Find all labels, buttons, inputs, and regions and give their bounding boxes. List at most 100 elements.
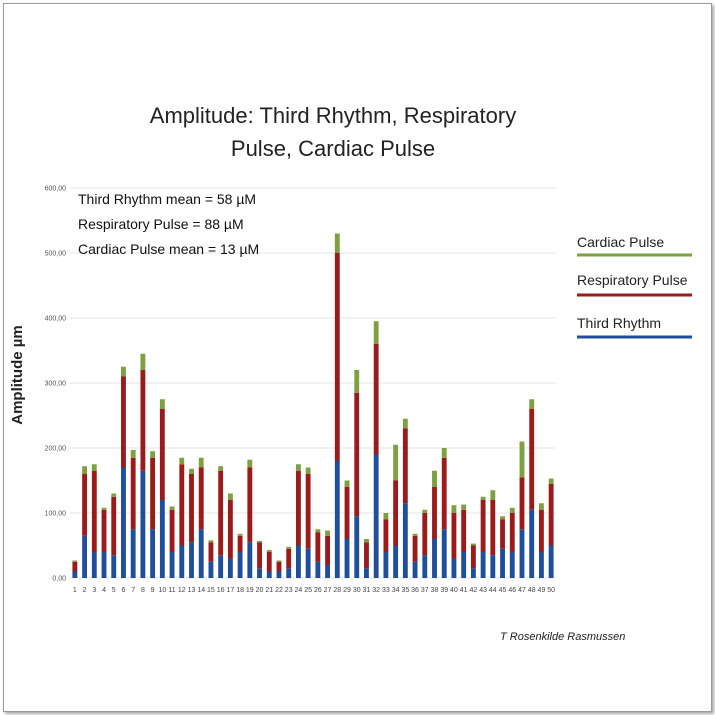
x-tick-label: 32: [372, 587, 380, 594]
y-axis-label: Amplitude µm: [9, 325, 26, 424]
bar-segment-third-rhythm-8: [140, 470, 146, 578]
bar-segment-respiratory-pulse-43: [480, 500, 486, 552]
bar-segment-third-rhythm-29: [344, 539, 350, 578]
bar-segment-cardiac-pulse-42: [470, 543, 476, 546]
x-tick-label: 40: [450, 587, 458, 594]
bar-segment-respiratory-pulse-23: [286, 548, 292, 569]
bar-segment-third-rhythm-17: [227, 558, 233, 578]
bar-segment-cardiac-pulse-27: [325, 530, 331, 536]
legend: Cardiac Pulse Respiratory Pulse Third Rh…: [577, 234, 692, 339]
bar-segment-cardiac-pulse-36: [412, 533, 418, 536]
bar-segment-respiratory-pulse-22: [276, 561, 282, 572]
y-tick-label: 100,00: [45, 511, 67, 518]
y-tick-labels: 0,00 100,00 200,00 300,00 400,00 500,00 600,00: [45, 186, 67, 583]
bar-segment-third-rhythm-22: [276, 571, 282, 578]
bar-segment-cardiac-pulse-32: [373, 321, 379, 344]
bar-segment-respiratory-pulse-47: [519, 477, 525, 530]
bar-segment-third-rhythm-4: [101, 552, 107, 578]
bar-segment-cardiac-pulse-34: [393, 444, 399, 481]
bar-segment-third-rhythm-44: [490, 555, 496, 578]
bar-segment-third-rhythm-24: [295, 545, 301, 578]
bar-segment-third-rhythm-34: [393, 545, 399, 578]
bar-segment-cardiac-pulse-44: [490, 490, 496, 500]
bar-segment-respiratory-pulse-36: [412, 535, 418, 562]
bar-stacks: [72, 233, 554, 578]
bar-segment-cardiac-pulse-29: [344, 480, 350, 487]
bar-segment-cardiac-pulse-33: [383, 513, 389, 520]
x-tick-label: 44: [489, 587, 497, 594]
bar-segment-cardiac-pulse-21: [266, 550, 272, 552]
bar-segment-respiratory-pulse-7: [130, 457, 136, 530]
x-tick-label: 22: [275, 587, 283, 594]
x-tick-label: 19: [246, 587, 254, 594]
x-tick-label: 46: [508, 587, 516, 594]
bar-segment-respiratory-pulse-40: [451, 513, 457, 559]
bar-segment-third-rhythm-48: [529, 509, 535, 578]
bar-segment-respiratory-pulse-38: [432, 487, 437, 539]
bar-segment-cardiac-pulse-30: [354, 370, 360, 393]
bar-segment-third-rhythm-43: [480, 552, 486, 578]
bar-segment-third-rhythm-45: [500, 548, 505, 578]
bar-segment-respiratory-pulse-5: [111, 496, 117, 556]
bar-segment-respiratory-pulse-37: [422, 513, 428, 556]
bar-segment-respiratory-pulse-2: [82, 474, 88, 536]
x-tick-label: 25: [304, 587, 312, 594]
x-tick-label: 28: [333, 587, 341, 594]
bar-segment-respiratory-pulse-46: [509, 513, 515, 552]
bar-segment-cardiac-pulse-4: [101, 507, 107, 510]
x-tick-label: 39: [440, 587, 448, 594]
bar-segment-cardiac-pulse-22: [276, 560, 282, 562]
x-tick-label: 36: [411, 587, 419, 594]
bar-segment-cardiac-pulse-39: [441, 448, 447, 458]
bar-segment-third-rhythm-5: [111, 555, 117, 578]
bar-segment-respiratory-pulse-9: [150, 457, 156, 530]
bar-segment-cardiac-pulse-49: [538, 503, 544, 510]
bar-segment-third-rhythm-2: [82, 535, 88, 578]
bar-segment-third-rhythm-19: [247, 542, 253, 578]
bar-segment-cardiac-pulse-14: [198, 457, 204, 468]
bar-segment-respiratory-pulse-50: [548, 483, 554, 546]
bar-segment-cardiac-pulse-16: [218, 466, 224, 471]
bar-segment-cardiac-pulse-35: [402, 418, 408, 429]
bar-segment-cardiac-pulse-24: [295, 464, 301, 471]
bar-segment-respiratory-pulse-26: [315, 532, 321, 562]
x-tick-label: 13: [188, 587, 196, 594]
x-tick-label: 33: [382, 587, 390, 594]
y-tick-label: 600,00: [45, 186, 67, 193]
x-tick-label: 4: [102, 587, 106, 594]
bar-segment-cardiac-pulse-19: [247, 459, 253, 468]
x-tick-label: 37: [421, 587, 429, 594]
x-tick-label: 15: [207, 587, 215, 594]
bar-segment-third-rhythm-9: [150, 529, 156, 578]
bar-segment-cardiac-pulse-12: [179, 457, 185, 465]
bar-segment-respiratory-pulse-4: [101, 509, 107, 552]
bar-segment-cardiac-pulse-8: [140, 353, 146, 370]
x-tick-label: 20: [256, 587, 264, 594]
bar-segment-cardiac-pulse-40: [451, 505, 457, 513]
bar-segment-cardiac-pulse-2: [82, 466, 88, 474]
bar-segment-cardiac-pulse-6: [121, 366, 126, 377]
legend-label-cardiac-pulse: Cardiac Pulse: [577, 234, 664, 250]
x-tick-label: 24: [295, 587, 303, 594]
bar-segment-respiratory-pulse-13: [189, 474, 194, 543]
bar-segment-third-rhythm-18: [237, 552, 243, 578]
bar-segment-third-rhythm-20: [257, 568, 262, 578]
bar-segment-respiratory-pulse-17: [227, 500, 233, 559]
bar-segment-third-rhythm-12: [179, 545, 185, 578]
bar-segment-cardiac-pulse-45: [500, 516, 505, 520]
x-tick-label: 8: [141, 587, 145, 594]
bar-segment-third-rhythm-39: [441, 529, 447, 578]
bar-segment-respiratory-pulse-27: [325, 535, 331, 565]
x-tick-label: 11: [168, 587, 175, 594]
x-tick-label: 23: [285, 587, 293, 594]
bar-segment-cardiac-pulse-37: [422, 509, 428, 513]
bar-segment-cardiac-pulse-31: [364, 539, 369, 543]
bar-segment-respiratory-pulse-30: [354, 392, 360, 517]
bar-segment-third-rhythm-46: [509, 552, 515, 578]
x-tick-label: 7: [131, 587, 135, 594]
legend-label-respiratory-pulse: Respiratory Pulse: [577, 272, 688, 288]
bar-segment-third-rhythm-35: [402, 503, 408, 578]
x-tick-label: 6: [122, 587, 126, 594]
bar-segment-third-rhythm-40: [451, 558, 457, 578]
bar-segment-third-rhythm-23: [286, 568, 292, 578]
